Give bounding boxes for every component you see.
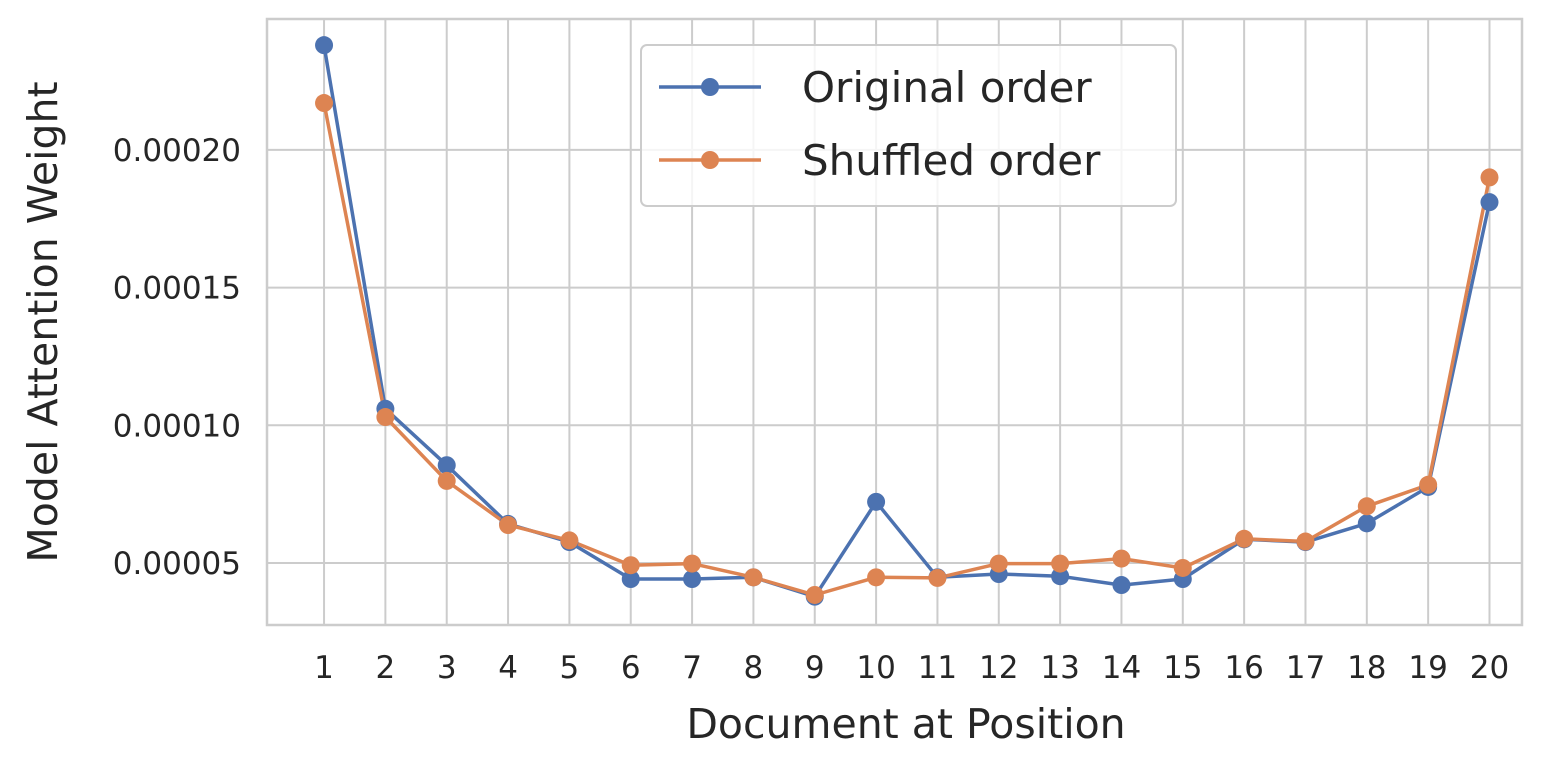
data-point <box>928 568 947 587</box>
legend-swatch-original-marker <box>701 78 719 96</box>
y-axis-label: Model Attention Weight <box>19 81 67 562</box>
x-tick-label: 15 <box>1163 650 1202 686</box>
x-tick-label: 4 <box>498 650 518 686</box>
legend-swatch-shuffled-marker <box>701 151 719 169</box>
data-point <box>683 569 702 588</box>
data-point <box>1357 497 1376 516</box>
data-point <box>560 531 579 550</box>
x-tick-label: 12 <box>979 650 1018 686</box>
data-point <box>867 492 886 511</box>
x-tick-label: 6 <box>621 650 641 686</box>
data-point <box>867 568 886 587</box>
plot-frame <box>265 17 1524 627</box>
data-point <box>1112 549 1131 568</box>
data-point <box>1419 475 1438 494</box>
x-tick-label: 17 <box>1286 650 1325 686</box>
data-point <box>315 94 334 113</box>
x-tick-label: 14 <box>1102 650 1141 686</box>
x-axis-label: Document at Position <box>686 700 1125 748</box>
data-point <box>744 568 763 587</box>
y-axis-ticks: 0.00005 0.00010 0.00015 0.00020 <box>113 133 241 582</box>
legend-box <box>640 44 1177 207</box>
x-tick-label: 8 <box>744 650 764 686</box>
x-tick-label: 3 <box>437 650 457 686</box>
x-tick-label: 11 <box>918 650 957 686</box>
data-point <box>1480 168 1499 187</box>
data-point <box>1480 193 1499 212</box>
data-point <box>621 569 640 588</box>
legend-label-shuffled: Shuffled order <box>802 136 1101 185</box>
x-tick-label: 10 <box>856 650 895 686</box>
legend: Original order Shuffled order <box>640 44 1177 207</box>
y-tick-label: 0.00010 <box>113 408 241 444</box>
legend-label-original: Original order <box>802 63 1092 112</box>
series-lines <box>322 44 1492 599</box>
data-point <box>1173 558 1192 577</box>
data-point <box>1112 576 1131 595</box>
data-point <box>683 554 702 573</box>
y-tick-label: 0.00015 <box>113 271 241 307</box>
x-tick-label: 19 <box>1408 650 1447 686</box>
series-points <box>315 36 1499 606</box>
y-tick-label: 0.00005 <box>113 546 241 582</box>
x-tick-label: 7 <box>682 650 702 686</box>
x-tick-label: 9 <box>805 650 825 686</box>
x-tick-label: 2 <box>376 650 396 686</box>
x-tick-label: 18 <box>1347 650 1386 686</box>
series-line-1 <box>322 102 1492 597</box>
data-point <box>437 456 456 475</box>
x-axis-ticks: 1 2 3 4 5 6 7 8 9 10 11 12 13 14 15 16 17 18 19 20 <box>314 650 1509 686</box>
x-tick-label: 1 <box>314 650 334 686</box>
data-point <box>621 556 640 575</box>
data-point <box>989 554 1008 573</box>
data-point <box>1357 514 1376 533</box>
y-tick-label: 0.00020 <box>113 133 241 169</box>
data-point <box>315 36 334 55</box>
x-tick-label: 13 <box>1040 650 1079 686</box>
x-tick-label: 20 <box>1470 650 1509 686</box>
data-point <box>376 408 395 427</box>
data-point <box>437 471 456 490</box>
data-point <box>1051 554 1070 573</box>
x-tick-label: 16 <box>1224 650 1263 686</box>
data-point <box>1051 567 1070 586</box>
data-point <box>1235 529 1254 548</box>
data-point <box>805 585 824 604</box>
x-tick-label: 5 <box>560 650 580 686</box>
data-point <box>499 516 518 535</box>
data-point <box>1296 532 1315 551</box>
